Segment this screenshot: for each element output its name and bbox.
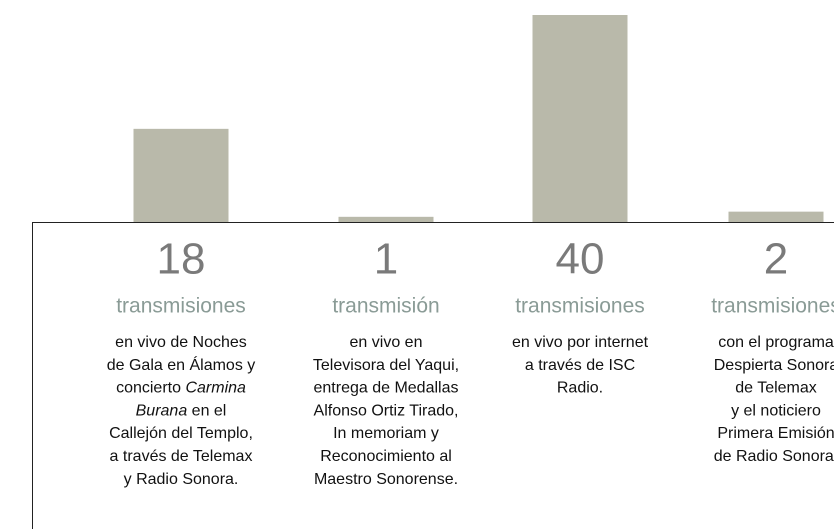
- unit-label: transmisión: [332, 295, 439, 318]
- description-line: Alfonso Ortiz Tirado,: [314, 403, 459, 420]
- bar: [338, 216, 434, 222]
- description-line: de Radio Sonora.: [714, 448, 834, 465]
- description-segment: Primera Emisión: [717, 425, 834, 442]
- bar: [133, 128, 229, 222]
- description-segment: de Radio Sonora.: [714, 448, 834, 465]
- description-line: en vivo de Noches: [115, 334, 247, 351]
- description-line: de Telemax: [735, 380, 817, 397]
- description-segment: en vivo en: [350, 334, 423, 351]
- description-segment: Reconocimiento al: [320, 448, 452, 465]
- description-line: en vivo en: [350, 334, 423, 351]
- description-segment: en vivo por internet: [512, 334, 649, 351]
- description-segment: Despierta Sonora: [714, 357, 834, 374]
- description-line: a través de Telemax: [110, 448, 253, 465]
- description-line: entrega de Medallas: [314, 380, 459, 397]
- description-segment: a través de ISC: [525, 357, 635, 374]
- description-line: Maestro Sonorense.: [314, 471, 458, 488]
- description-segment: Televisora del Yaqui,: [313, 357, 459, 374]
- description-segment: Maestro Sonorense.: [314, 471, 458, 488]
- description-line: y el noticiero: [731, 403, 821, 420]
- description-line: en vivo por internet: [512, 334, 649, 351]
- description-segment: Carmina: [185, 380, 246, 397]
- description-line: Callejón del Templo,: [109, 425, 253, 442]
- description-line: Televisora del Yaqui,: [313, 357, 459, 374]
- bar: [728, 211, 824, 222]
- description-segment: de Gala en Álamos y: [107, 355, 256, 374]
- description-segment: Burana: [136, 403, 188, 420]
- description-line: y Radio Sonora.: [124, 471, 239, 488]
- description-line: con el programa: [718, 334, 834, 351]
- description-segment: y Radio Sonora.: [124, 471, 239, 488]
- value-label: 40: [556, 235, 605, 284]
- unit-label: transmisiones: [116, 295, 246, 318]
- value-label: 18: [157, 235, 206, 284]
- description-segment: Callejón del Templo,: [109, 425, 253, 442]
- description-segment: entrega de Medallas: [314, 380, 459, 397]
- description-line: concierto Carmina: [116, 380, 246, 397]
- description-segment: de Telemax: [735, 380, 817, 397]
- description-line: a través de ISC: [525, 357, 635, 374]
- value-label: 2: [764, 235, 788, 284]
- description-line: Burana en el: [136, 403, 227, 420]
- description-line: Reconocimiento al: [320, 448, 452, 465]
- description-segment: con el programa: [718, 334, 834, 351]
- description-segment: In memoriam y: [333, 425, 439, 442]
- value-label: 1: [374, 235, 398, 284]
- description-segment: y el noticiero: [731, 403, 821, 420]
- bar: [532, 15, 628, 222]
- description-segment: en vivo de Noches: [115, 334, 247, 351]
- description-segment: en el: [187, 403, 226, 420]
- description-segment: Radio.: [557, 380, 603, 397]
- unit-label: transmisiones: [711, 295, 834, 318]
- description-line: Despierta Sonora: [714, 357, 834, 374]
- unit-label: transmisiones: [515, 295, 645, 318]
- description-segment: Alfonso Ortiz Tirado,: [314, 403, 459, 420]
- description-segment: concierto: [116, 380, 185, 397]
- description-line: Primera Emisión: [717, 425, 834, 442]
- description-line: Radio.: [557, 380, 603, 397]
- description-line: de Gala en Álamos y: [107, 355, 256, 374]
- description-segment: a través de Telemax: [110, 448, 253, 465]
- description-line: In memoriam y: [333, 425, 439, 442]
